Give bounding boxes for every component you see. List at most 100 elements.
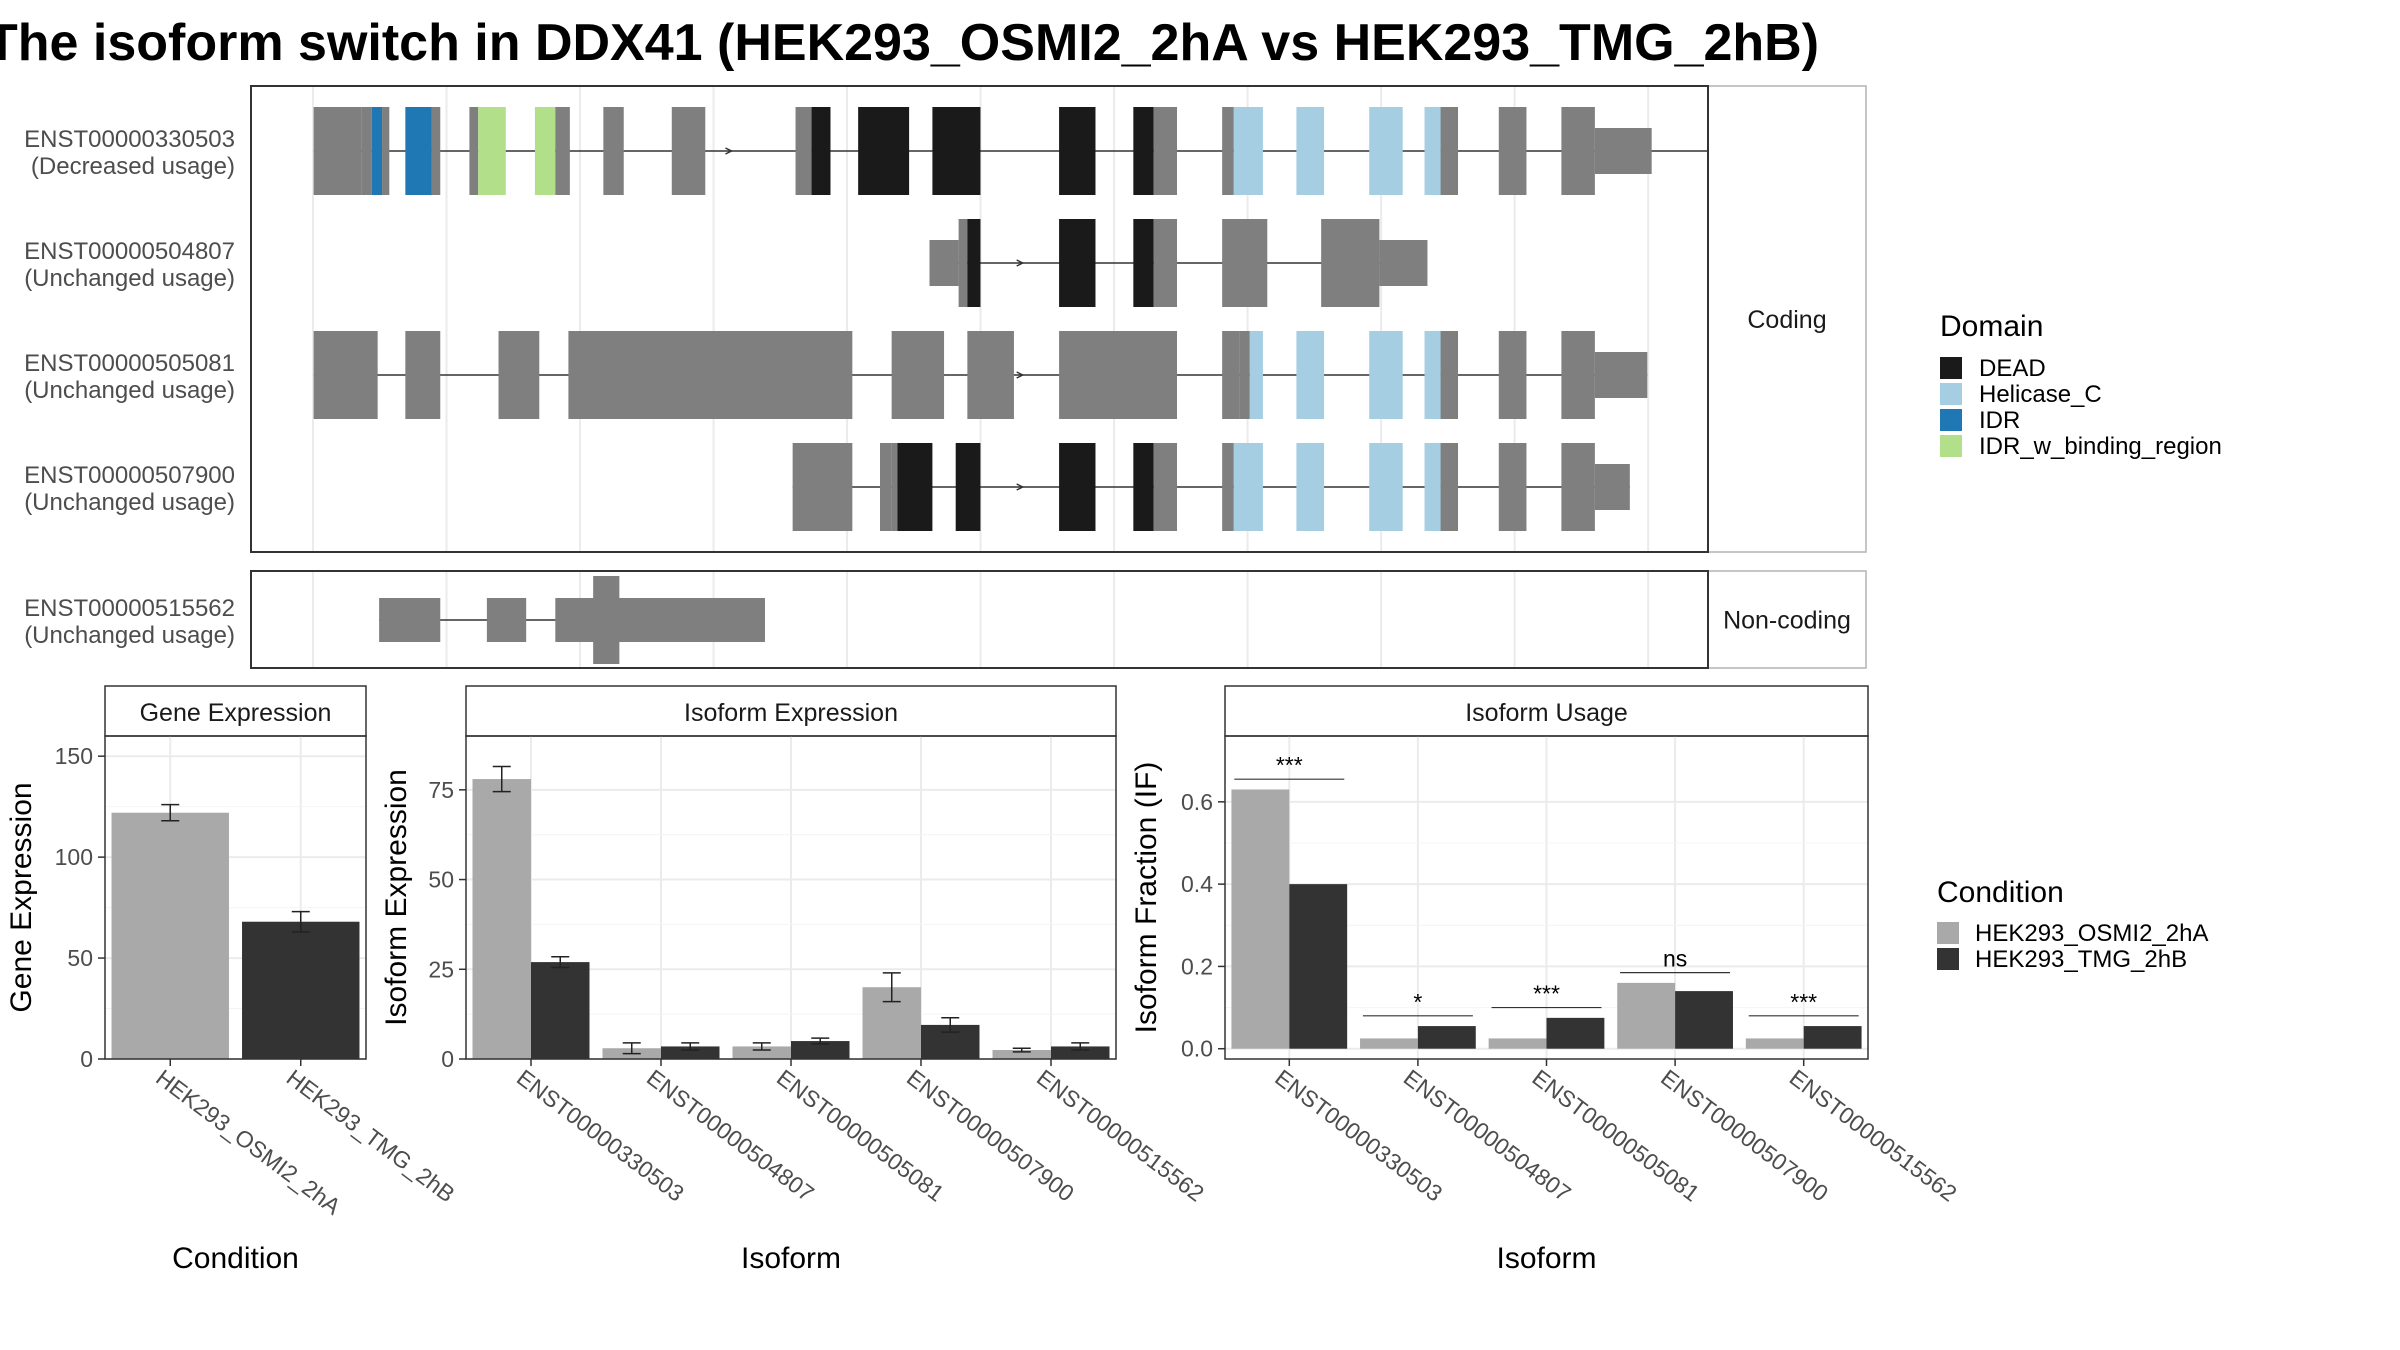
y-tick-label: 0 xyxy=(80,1046,93,1072)
bar xyxy=(1360,1038,1418,1049)
figure-title: The isoform switch in DDX41 (HEK293_OSMI… xyxy=(0,14,1819,72)
exon-block xyxy=(382,107,390,195)
panel-title: Gene Expression xyxy=(140,699,332,727)
exon-block xyxy=(1133,219,1154,307)
condition-legend-label: HEK293_TMG_2hB xyxy=(1975,946,2187,973)
exon-block xyxy=(555,598,765,642)
exon-block xyxy=(1561,107,1595,195)
isoform-structure-panel: Coding Non-coding ENST00000330503(Decrease… xyxy=(24,85,1867,669)
y-tick-label: 0.0 xyxy=(1181,1036,1213,1062)
bar xyxy=(791,1041,850,1059)
exon-block xyxy=(486,598,527,642)
significance-label: *** xyxy=(1276,752,1303,778)
bar xyxy=(111,812,229,1059)
x-axis-title: Isoform xyxy=(741,1242,841,1275)
group-label: Non-coding xyxy=(1723,607,1851,635)
strand-arrow xyxy=(1016,259,1025,267)
exon-block xyxy=(671,107,706,195)
bar-charts-area: Gene Expression050100150HEK293_OSMI2_2hA… xyxy=(5,685,1962,1275)
panel-title: Isoform Usage xyxy=(1465,699,1628,727)
strand-arrow xyxy=(1016,483,1025,491)
y-tick-label: 50 xyxy=(428,867,454,893)
panel-strip xyxy=(465,685,1117,737)
isoform-id-label: ENST00000507900 xyxy=(24,462,235,489)
exon-block xyxy=(1369,443,1403,531)
condition-legend-key xyxy=(1937,922,1959,944)
exon-block xyxy=(1498,331,1527,419)
exon-block xyxy=(1379,240,1428,286)
noncoding-panel-border xyxy=(250,570,1709,669)
domain-legend-title: Domain xyxy=(1940,310,2043,343)
y-axis-title: Isoform Expression xyxy=(380,769,413,1026)
y-tick-label: 100 xyxy=(55,844,93,870)
exon-block xyxy=(1059,219,1096,307)
isoform-id-label: ENST00000504807 xyxy=(24,238,235,265)
isoform-track: ENST00000330503(Decreased usage) xyxy=(24,107,1707,195)
significance-label: *** xyxy=(1790,989,1817,1015)
domain-legend-key xyxy=(1940,435,1962,457)
exon-block xyxy=(891,443,898,531)
bar xyxy=(1617,982,1676,1049)
bar xyxy=(1745,1038,1804,1049)
exon-block xyxy=(955,443,981,531)
exon-block xyxy=(1296,331,1325,419)
exon-block xyxy=(1594,464,1630,510)
y-tick-label: 0.6 xyxy=(1181,789,1213,815)
bar xyxy=(992,1050,1051,1059)
group-strip xyxy=(1707,85,1867,553)
exon-block xyxy=(405,107,432,195)
exon-block xyxy=(858,107,910,195)
isoform-track: ENST00000505081(Unchanged usage) xyxy=(24,331,1648,419)
exon-block xyxy=(1561,443,1595,531)
exon-block xyxy=(1153,219,1178,307)
isoform-usage-label: (Unchanged usage) xyxy=(24,377,235,404)
exon-block xyxy=(891,331,945,419)
group-label: Coding xyxy=(1747,306,1826,334)
panel-border xyxy=(104,735,367,1060)
x-axis-title: Isoform xyxy=(1496,1242,1596,1275)
exon-block xyxy=(534,107,556,195)
exon-block xyxy=(593,576,620,664)
exon-block xyxy=(469,107,479,195)
exon-block xyxy=(958,219,968,307)
bar xyxy=(472,779,531,1059)
bar-chart-1: Isoform Expression0255075ENST00000330503… xyxy=(380,685,1209,1275)
exon-block xyxy=(1153,107,1178,195)
exon-block xyxy=(1133,107,1154,195)
x-axis-title: Condition xyxy=(172,1242,299,1275)
exon-block xyxy=(1296,107,1325,195)
domain-legend-label: Helicase_C xyxy=(1979,381,2102,408)
condition-legend-title: Condition xyxy=(1937,876,2064,909)
exon-block xyxy=(1222,331,1240,419)
exon-block xyxy=(1440,331,1459,419)
isoform-id-label: ENST00000505081 xyxy=(24,350,235,377)
exon-block xyxy=(1222,443,1234,531)
strand-arrow xyxy=(1016,371,1025,379)
y-axis-title: Isoform Fraction (IF) xyxy=(1130,762,1163,1034)
exon-block xyxy=(1222,107,1234,195)
exon-block xyxy=(379,598,441,642)
y-axis-title: Gene Expression xyxy=(5,782,38,1012)
significance-label: * xyxy=(1413,989,1422,1015)
group-strip xyxy=(1707,570,1867,669)
exon-block xyxy=(555,107,570,195)
exon-block xyxy=(1424,443,1441,531)
exon-block xyxy=(1321,219,1380,307)
legend-area: Domain DEADHelicase_CIDRIDR_w_binding_reg… xyxy=(1937,310,2222,973)
bar xyxy=(732,1046,791,1059)
strand-arrow xyxy=(725,147,734,155)
domain-legend-label: IDR xyxy=(1979,407,2020,434)
domain-legend-key xyxy=(1940,383,1962,405)
y-tick-label: 75 xyxy=(428,777,454,803)
exon-block xyxy=(897,443,933,531)
exon-block xyxy=(405,331,441,419)
bar xyxy=(1289,884,1348,1049)
condition-legend-key xyxy=(1937,948,1959,970)
exon-block xyxy=(1369,107,1403,195)
bar xyxy=(242,921,360,1059)
bar xyxy=(1488,1038,1547,1049)
bar xyxy=(661,1046,720,1059)
domain-legend-key xyxy=(1940,409,1962,431)
bar xyxy=(1417,1026,1476,1049)
